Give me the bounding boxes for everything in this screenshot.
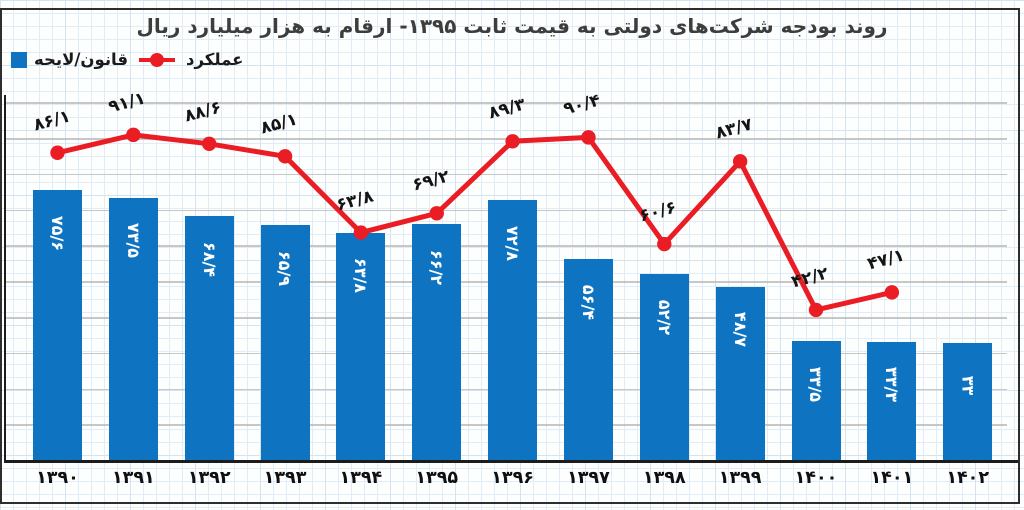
x-axis-label-1392: ۱۳۹۲ bbox=[187, 468, 231, 488]
bar-1397: ۵۶/۴ bbox=[563, 259, 613, 461]
gridline-80 bbox=[5, 173, 1007, 176]
x-axis-label-1395: ۱۳۹۵ bbox=[415, 468, 459, 488]
bar-1390: ۷۵/۶ bbox=[33, 190, 82, 461]
line-point-1391 bbox=[126, 127, 141, 143]
x-axis-label-1394: ۱۳۹۴ bbox=[339, 468, 383, 488]
bar-1394: ۶۳/۸ bbox=[336, 232, 386, 461]
legend-line-dot-icon bbox=[150, 52, 165, 67]
bar-1399: ۴۸/۷ bbox=[715, 286, 765, 461]
line-point-1401 bbox=[884, 285, 900, 300]
x-axis-label-1400: ۱۴۰۰ bbox=[794, 468, 838, 488]
x-axis-label-1390: ۱۳۹۰ bbox=[36, 468, 79, 488]
bar-1400: ۳۳/۵ bbox=[791, 341, 841, 461]
line-point-1400 bbox=[808, 302, 824, 318]
x-axis-label-1399: ۱۳۹۹ bbox=[718, 468, 762, 488]
line-point-1393 bbox=[277, 149, 293, 164]
bar-1402: ۳۳ bbox=[943, 342, 993, 461]
x-axis-label-1391: ۱۳۹۱ bbox=[111, 468, 155, 488]
bar-1396: ۷۲/۸ bbox=[488, 200, 538, 461]
line-path bbox=[55, 132, 895, 313]
x-axis-label-1401: ۱۴۰۱ bbox=[870, 468, 914, 488]
bar-1393: ۶۵/۹ bbox=[260, 225, 310, 461]
chart-title: روند بودجه شرکت‌های دولتی به قیمت ثابت ۱… bbox=[136, 14, 888, 38]
line-point-1398 bbox=[657, 236, 672, 252]
y-axis bbox=[4, 95, 6, 463]
bar-1401: ۳۳/۳ bbox=[867, 341, 917, 461]
x-axis-label-1396: ۱۳۹۶ bbox=[491, 468, 534, 488]
bar-1398: ۵۲/۲ bbox=[639, 274, 689, 461]
legend: قانون/لایحه عملکرد bbox=[11, 50, 243, 69]
legend-line-label: عملکرد bbox=[186, 50, 244, 69]
legend-line-marker-icon bbox=[139, 52, 176, 67]
bar-1391: ۷۳/۵ bbox=[108, 197, 158, 461]
x-axis bbox=[4, 459, 1018, 463]
line-point-1399 bbox=[732, 154, 748, 169]
legend-bar-label: قانون/لایحه bbox=[34, 50, 129, 69]
line-point-1396 bbox=[505, 134, 520, 149]
x-axis-label-1397: ۱۳۹۷ bbox=[567, 468, 610, 488]
line-point-1397 bbox=[581, 130, 596, 145]
x-axis-label-1398: ۱۳۹۸ bbox=[642, 468, 686, 488]
x-axis-label-1393: ۱۳۹۳ bbox=[263, 468, 307, 488]
line-point-1392 bbox=[202, 136, 217, 152]
bar-1392: ۶۸/۴ bbox=[184, 216, 234, 461]
bar-1395: ۶۶/۲ bbox=[412, 224, 462, 461]
gridline-100 bbox=[5, 102, 1007, 104]
line-point-1390 bbox=[50, 145, 65, 160]
legend-bar-square-icon bbox=[11, 51, 27, 68]
line-point-1394 bbox=[353, 225, 369, 240]
x-axis-label-1402: ۱۴۰۲ bbox=[946, 468, 990, 488]
line-point-1395 bbox=[429, 206, 444, 221]
